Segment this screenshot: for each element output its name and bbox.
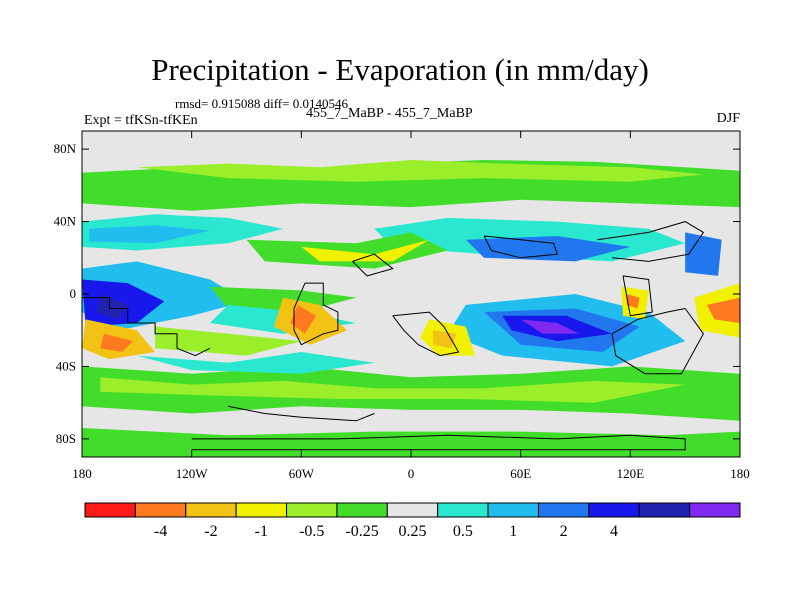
field-region-23 [100, 333, 134, 352]
y-tick-label: 80S [56, 431, 76, 446]
field-region-31 [136, 352, 375, 374]
field-region-5 [465, 236, 631, 262]
chart-title: Precipitation - Evaporation (in mm/day) [151, 52, 649, 87]
coastline-8 [611, 308, 704, 375]
coastline-2 [228, 405, 375, 422]
field-region-7 [301, 239, 430, 262]
colorbar-label: -2 [204, 523, 217, 540]
season-label: DJF [716, 111, 740, 126]
colorbar-swatch-11 [638, 502, 691, 518]
coastline-7 [622, 275, 653, 317]
x-tick-label: 120E [617, 466, 645, 481]
colorbar-swatch-9 [537, 502, 590, 518]
colorbar-label: 0.5 [453, 523, 473, 540]
colorbar-swatch-6 [386, 502, 439, 518]
field-region-3 [89, 225, 210, 244]
coastline-3 [352, 253, 394, 277]
coastline-6 [597, 221, 705, 262]
colorbar-swatch-10 [588, 502, 640, 518]
experiment-label: Expt = tfKSn-tfKEn [84, 113, 198, 128]
colorbar-label: -1 [255, 523, 268, 540]
colorbar: -4 -2 -1 -0.5 -0.25 0.25 0.5 1 2 4 [84, 502, 741, 540]
field-region-30 [100, 377, 686, 403]
colorbar-label: -0.5 [299, 523, 324, 540]
field-region-15 [155, 326, 302, 356]
field-region-28 [685, 232, 722, 276]
colorbar-swatch-12 [689, 502, 741, 518]
x-tick-label: 0 [408, 466, 415, 481]
coastline-1 [293, 282, 339, 346]
colorbar-label: 1 [509, 523, 517, 540]
x-tick-label: 60W [289, 466, 315, 481]
x-tick-label: 180 [730, 466, 750, 481]
colorbar-label: 0.25 [399, 523, 427, 540]
colorbar-label: -0.25 [345, 523, 378, 540]
stats-label: rmsd= 0.915088 diff= 0.0140546 [175, 96, 348, 111]
field-region-1 [136, 160, 704, 182]
x-tick-label: 120W [176, 466, 209, 481]
y-tick-label: 80N [54, 141, 77, 156]
field-region-6 [246, 232, 448, 269]
x-tick-label: 60E [510, 466, 531, 481]
field-region-14 [290, 304, 316, 334]
colorbar-swatch-0 [84, 502, 136, 518]
field-region-25 [626, 294, 640, 309]
y-tick-label: 40S [56, 358, 76, 373]
colorbar-swatch-3 [235, 502, 288, 518]
coastline-5 [483, 235, 558, 259]
coastline-0 [82, 297, 211, 357]
colorbar-swatch-2 [185, 502, 237, 518]
colorbar-swatch-5 [336, 502, 388, 518]
field-region-21 [432, 330, 457, 349]
coastline-4 [392, 311, 460, 357]
field-layer [82, 160, 740, 457]
colorbar-label: 4 [610, 523, 618, 540]
colorbar-label: 2 [560, 523, 568, 540]
x-tick-label: 180 [72, 466, 92, 481]
case-label: 455_7_MaBP - 455_7_MaBP [306, 106, 473, 121]
y-tick-label: 40N [54, 214, 77, 229]
field-region-19 [520, 319, 580, 334]
coastline-layer [82, 221, 705, 451]
axis-ticks: 180 120W 60W 0 60E 120E 180 80N 40N 0 40S 80S [54, 131, 750, 481]
colorbar-swatch-8 [487, 502, 539, 518]
colorbar-swatch-4 [286, 502, 338, 518]
field-region-27 [707, 297, 740, 323]
colorbar-label: -4 [154, 523, 167, 540]
y-tick-label: 0 [70, 286, 77, 301]
field-region-9 [82, 279, 165, 327]
colorbar-swatch-7 [437, 502, 489, 518]
field-region-10 [96, 294, 128, 320]
colorbar-swatch-1 [134, 502, 187, 518]
coastline-9 [191, 434, 686, 451]
